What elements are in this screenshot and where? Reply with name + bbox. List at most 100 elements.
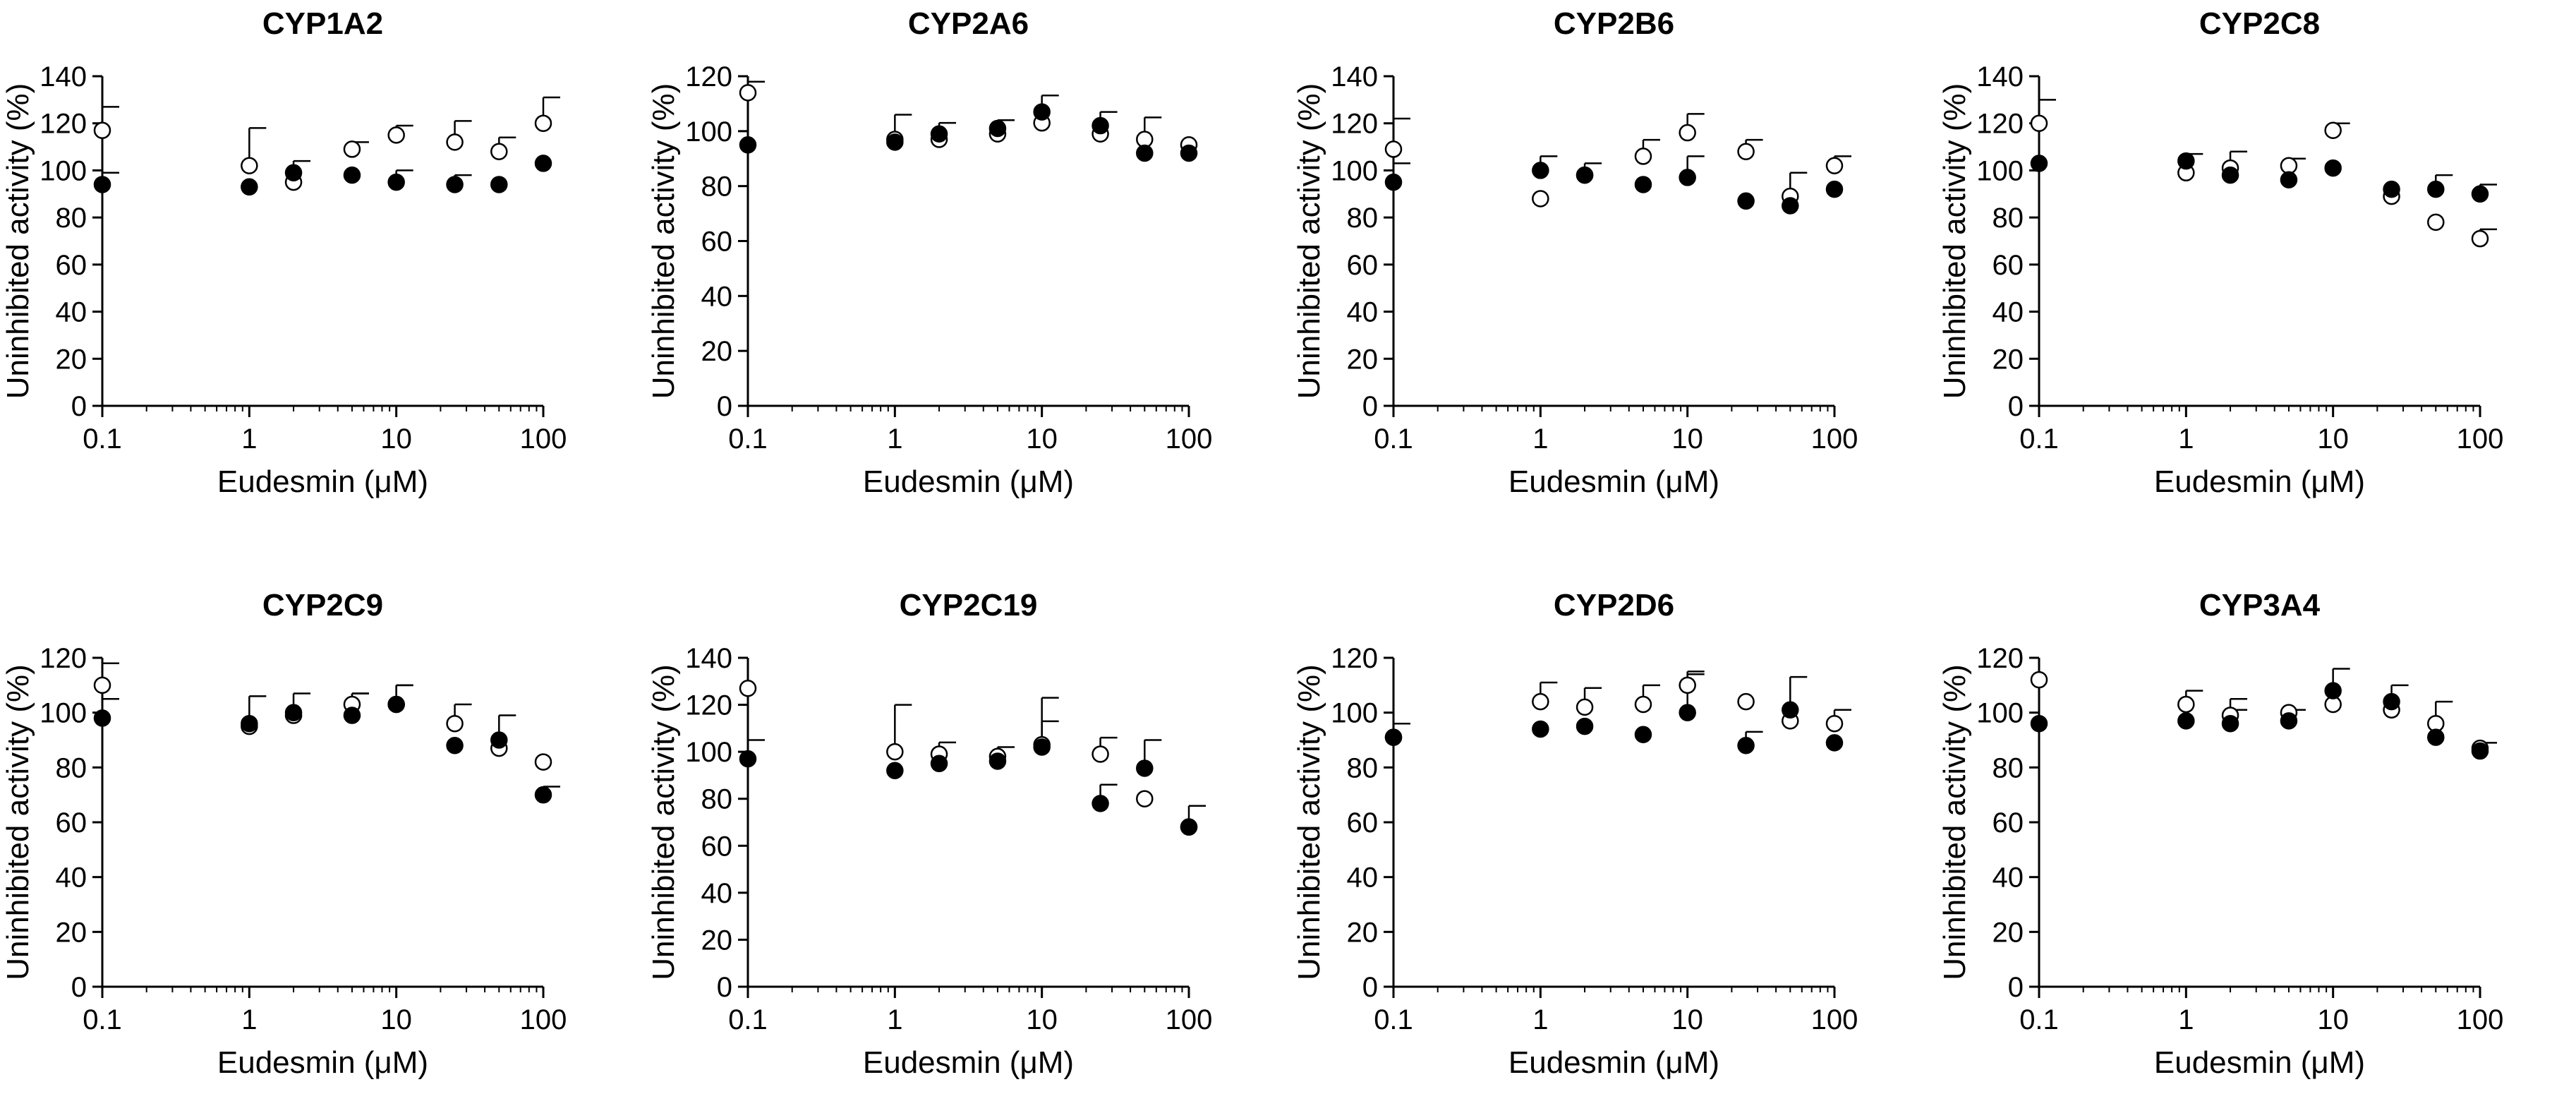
y-tick-label: 0 bbox=[717, 972, 732, 1003]
y-tick-label: 80 bbox=[56, 752, 87, 783]
filled-circle-point bbox=[1679, 169, 1696, 186]
chart-title: CYP2C9 bbox=[262, 588, 383, 623]
filled-circle-point bbox=[1180, 144, 1198, 162]
filled-circle-point bbox=[2427, 180, 2445, 198]
y-tick-label: 80 bbox=[701, 172, 733, 203]
x-tick-label: 0.1 bbox=[1374, 423, 1413, 455]
filled-circle-point bbox=[241, 714, 258, 733]
filled-circle-point bbox=[1576, 717, 1594, 735]
y-axis-label: Uninhibited activity (%) bbox=[1937, 664, 1972, 980]
filled-circle-point bbox=[93, 709, 111, 727]
filled-circle-point bbox=[1825, 734, 1844, 752]
filled-circle-point bbox=[2427, 728, 2445, 746]
y-tick-label: 20 bbox=[1993, 917, 2024, 948]
filled-circle-point bbox=[1033, 103, 1051, 121]
y-axis-label: Uninhibited activity (%) bbox=[646, 83, 681, 399]
filled-circle-point bbox=[1737, 192, 1755, 210]
y-tick-label: 60 bbox=[56, 807, 87, 838]
x-axis-label: Eudesmin (μM) bbox=[217, 1045, 428, 1080]
chart-panel-cyp2c8: CYP2C8 0 20 40 60 80 100 120 140 0.1 1 10 100 Eudesmi… bbox=[1937, 6, 2503, 499]
y-tick-label: 20 bbox=[1993, 344, 2024, 375]
filled-circle-point bbox=[2221, 166, 2239, 184]
filled-circle-point bbox=[1136, 144, 1154, 162]
open-circle-point bbox=[490, 143, 508, 160]
filled-circle-point bbox=[988, 752, 1007, 770]
filled-circle-point bbox=[534, 155, 552, 172]
filled-circle-point bbox=[2221, 714, 2239, 733]
y-tick-label: 40 bbox=[56, 862, 87, 894]
filled-circle-point bbox=[2324, 682, 2342, 699]
y-axis-label: Uninhibited activity (%) bbox=[1, 83, 35, 399]
filled-circle-point bbox=[1092, 116, 1109, 135]
x-tick-label: 10 bbox=[1026, 423, 1058, 455]
open-circle-point bbox=[2471, 229, 2489, 248]
y-tick-label: 100 bbox=[1331, 698, 1378, 729]
x-axis-label: Eudesmin (μM) bbox=[1508, 1045, 1719, 1080]
filled-circle-point bbox=[2030, 155, 2048, 172]
x-tick-label: 1 bbox=[887, 1004, 902, 1035]
filled-circle-point bbox=[387, 695, 405, 714]
chart-panel-cyp2a6: CYP2A6 0 20 40 60 80 100 120 0.1 1 10 100 Eudesmin (… bbox=[646, 6, 1212, 499]
y-tick-label: 0 bbox=[717, 391, 732, 422]
open-circle-point bbox=[1634, 148, 1652, 165]
x-tick-label: 100 bbox=[1166, 1004, 1213, 1035]
filled-circle-point bbox=[446, 176, 464, 193]
y-tick-label: 60 bbox=[701, 227, 733, 258]
x-tick-label: 10 bbox=[1026, 1004, 1058, 1035]
filled-circle-point bbox=[930, 125, 948, 143]
filled-circle-point bbox=[1782, 197, 1799, 215]
x-axis-label: Eudesmin (μM) bbox=[2154, 1045, 2365, 1080]
chart-panel-cyp2d6: CYP2D6 0 20 40 60 80 100 120 0.1 1 10 100 Eudesmin (… bbox=[1292, 588, 1858, 1080]
y-tick-label: 120 bbox=[1976, 643, 2024, 674]
filled-circle-point bbox=[2324, 159, 2342, 177]
filled-circle-point bbox=[2280, 712, 2298, 730]
y-tick-label: 120 bbox=[685, 61, 732, 92]
x-tick-label: 1 bbox=[1532, 423, 1548, 455]
filled-circle-point bbox=[739, 136, 757, 154]
x-tick-label: 0.1 bbox=[1374, 1004, 1413, 1035]
filled-circle-point bbox=[1576, 166, 1594, 184]
chart-panel-cyp2b6: CYP2B6 0 20 40 60 80 100 120 140 0.1 1 10 100 Eudesmi… bbox=[1292, 6, 1858, 499]
y-tick-label: 40 bbox=[1347, 862, 1379, 894]
y-tick-label: 60 bbox=[1347, 807, 1379, 838]
chart-title: CYP2B6 bbox=[1554, 6, 1674, 41]
chart-title: CYP2C8 bbox=[2199, 6, 2320, 41]
y-tick-label: 60 bbox=[701, 831, 733, 862]
x-tick-label: 1 bbox=[2178, 423, 2194, 455]
y-tick-label: 80 bbox=[56, 203, 87, 234]
y-tick-label: 100 bbox=[685, 737, 732, 768]
open-circle-point bbox=[534, 753, 552, 771]
filled-circle-point bbox=[241, 178, 258, 196]
filled-circle-point bbox=[2471, 185, 2489, 203]
x-tick-label: 100 bbox=[520, 423, 567, 455]
filled-circle-point bbox=[1092, 795, 1109, 812]
y-tick-label: 100 bbox=[1976, 698, 2024, 729]
y-tick-label: 60 bbox=[1993, 807, 2024, 838]
open-circle-point bbox=[534, 114, 552, 132]
x-tick-label: 10 bbox=[1671, 423, 1703, 455]
x-tick-label: 0.1 bbox=[83, 1004, 122, 1035]
x-tick-label: 100 bbox=[520, 1004, 567, 1035]
open-circle-point bbox=[886, 743, 904, 761]
y-tick-label: 20 bbox=[701, 925, 733, 956]
x-tick-label: 1 bbox=[241, 1004, 257, 1035]
x-tick-label: 100 bbox=[1166, 423, 1213, 455]
open-circle-point bbox=[1737, 692, 1755, 711]
open-circle-point bbox=[1634, 695, 1652, 714]
open-circle-point bbox=[387, 126, 405, 144]
filled-circle-point bbox=[1737, 737, 1755, 755]
x-tick-label: 100 bbox=[1811, 423, 1858, 455]
open-circle-point bbox=[1825, 157, 1844, 175]
open-circle-point bbox=[446, 714, 464, 733]
open-circle-point bbox=[2280, 157, 2298, 175]
x-tick-label: 0.1 bbox=[2019, 423, 2059, 455]
open-circle-point bbox=[2427, 213, 2445, 232]
open-circle-point bbox=[93, 121, 111, 139]
filled-circle-point bbox=[1384, 728, 1403, 746]
filled-circle-point bbox=[284, 704, 303, 721]
open-circle-point bbox=[1532, 692, 1549, 711]
open-circle-point bbox=[2177, 695, 2195, 714]
open-circle-point bbox=[739, 680, 757, 697]
chart-panel-cyp2c9: CYP2C9 0 20 40 60 80 100 120 0.1 1 10 100 Eudesmin (… bbox=[1, 588, 567, 1080]
